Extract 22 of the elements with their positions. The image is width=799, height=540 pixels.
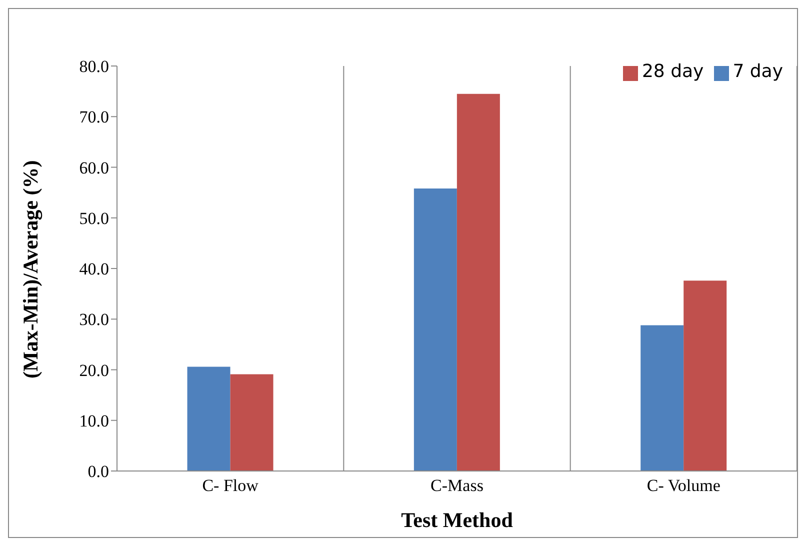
y-axis-title: (Max-Min)/Average (%) <box>18 160 42 378</box>
y-tick-label: 20.0 <box>79 360 109 380</box>
x-axis-title: Test Method <box>401 508 514 532</box>
legend-label: 28 day <box>642 61 704 82</box>
x-tick-label: C- Volume <box>646 476 720 496</box>
y-tick-label: 10.0 <box>79 411 109 430</box>
y-tick-label: 50.0 <box>79 208 109 228</box>
y-tick-label: 40.0 <box>79 260 109 279</box>
bar <box>187 366 230 471</box>
x-tick-label: C-Mass <box>430 476 484 496</box>
legend-label: 7 day <box>732 61 783 82</box>
y-tick-label: 0.0 <box>88 462 109 482</box>
y-tick-label: 70.0 <box>79 108 109 127</box>
y-tick-label: 60.0 <box>79 158 109 178</box>
bar <box>640 325 684 471</box>
y-tick-label: 80.0 <box>79 57 109 76</box>
bar <box>684 280 727 471</box>
bar <box>414 188 457 471</box>
x-tick-label: C- Flow <box>202 476 260 496</box>
bar <box>456 94 500 471</box>
y-tick-label: 30.0 <box>79 310 109 330</box>
bar <box>230 374 274 471</box>
